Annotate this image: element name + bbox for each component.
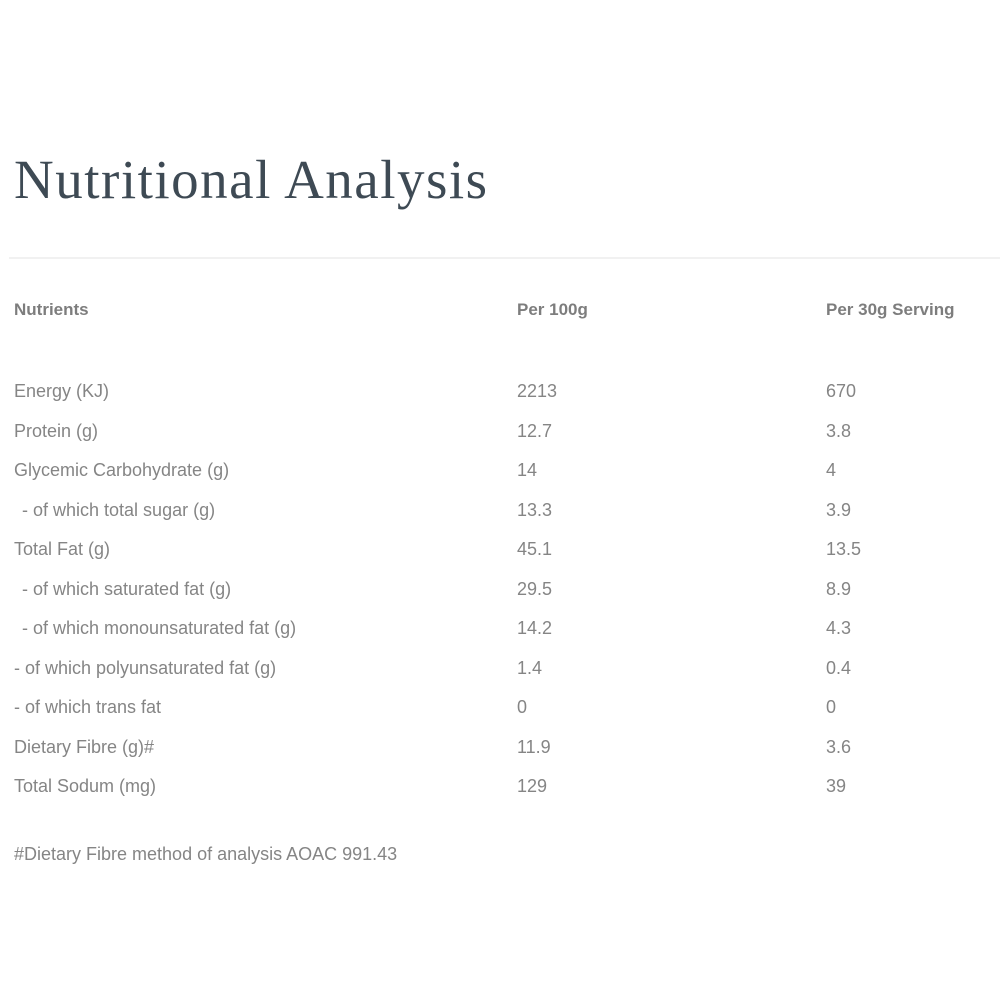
- per-30g-value: 670: [826, 381, 857, 402]
- table-row: Total Sodum (mg) 129 39: [14, 767, 1000, 807]
- page-title: Nutritional Analysis: [14, 149, 489, 210]
- per-30g-value: 4: [826, 460, 837, 481]
- table-row: - of which trans fat 0 0: [14, 688, 1000, 728]
- per-100g-value: 1.4: [517, 657, 543, 678]
- table-row: Energy (KJ) 2213 670: [14, 372, 1000, 412]
- header-spacer: [14, 330, 1000, 372]
- nutrient-label: - of which total sugar (g): [22, 499, 216, 520]
- footnote: #Dietary Fibre method of analysis AOAC 9…: [14, 844, 398, 864]
- nutrient-label: - of which saturated fat (g): [22, 578, 232, 599]
- nutrient-label: Dietary Fibre (g)#: [14, 736, 155, 757]
- per-100g-value: 129: [517, 776, 548, 797]
- column-header-per-100g: Per 100g: [517, 300, 588, 319]
- per-30g-value: 13.5: [826, 539, 862, 560]
- nutrient-label: - of which polyunsaturated fat (g): [14, 657, 277, 678]
- per-100g-value: 45.1: [517, 539, 553, 560]
- per-30g-value: 0.4: [826, 657, 852, 678]
- per-30g-value: 3.9: [826, 499, 852, 520]
- nutrient-label: Total Fat (g): [14, 539, 111, 560]
- per-100g-value: 2213: [517, 381, 558, 402]
- per-30g-value: 3.8: [826, 420, 852, 441]
- column-header-nutrients: Nutrients: [14, 300, 89, 319]
- per-30g-value: 39: [826, 776, 847, 797]
- per-30g-value: 0: [826, 697, 837, 718]
- nutrient-label: Total Sodum (mg): [14, 776, 157, 797]
- per-100g-value: 12.7: [517, 420, 553, 441]
- per-30g-value: 4.3: [826, 618, 852, 639]
- divider: [9, 257, 1000, 259]
- per-100g-value: 14.2: [517, 618, 553, 639]
- per-100g-value: 13.3: [517, 499, 553, 520]
- table-row: Protein (g) 12.7 3.8: [14, 412, 1000, 452]
- nutrition-table: Nutrients Per 100g Per 30g Serving Energ…: [14, 290, 1000, 807]
- table-header-row: Nutrients Per 100g Per 30g Serving: [14, 290, 1000, 330]
- table-row: Dietary Fibre (g)# 11.9 3.6: [14, 728, 1000, 768]
- per-100g-value: 0: [517, 697, 528, 718]
- table-body: Energy (KJ) 2213 670 Protein (g) 12.7 3.…: [14, 372, 1000, 807]
- table-row: Glycemic Carbohydrate (g) 14 4: [14, 451, 1000, 491]
- nutrient-label: - of which monounsaturated fat (g): [22, 618, 297, 639]
- per-100g-value: 29.5: [517, 578, 553, 599]
- table-row: - of which polyunsaturated fat (g) 1.4 0…: [14, 649, 1000, 689]
- per-30g-value: 8.9: [826, 578, 852, 599]
- per-30g-value: 3.6: [826, 736, 852, 757]
- nutrient-label: Protein (g): [14, 420, 99, 441]
- table-row: - of which saturated fat (g) 29.5 8.9: [14, 570, 1000, 610]
- column-header-per-30g-serving: Per 30g Serving: [826, 300, 955, 319]
- per-100g-value: 11.9: [517, 736, 551, 757]
- per-100g-value: 14: [517, 460, 538, 481]
- nutrient-label: Energy (KJ): [14, 381, 110, 402]
- nutrient-label: - of which trans fat: [14, 697, 162, 718]
- table-row: - of which monounsaturated fat (g) 14.2 …: [14, 609, 1000, 649]
- nutrient-label: Glycemic Carbohydrate (g): [14, 460, 230, 481]
- table-row: Total Fat (g) 45.1 13.5: [14, 530, 1000, 570]
- table-row: - of which total sugar (g) 13.3 3.9: [14, 491, 1000, 531]
